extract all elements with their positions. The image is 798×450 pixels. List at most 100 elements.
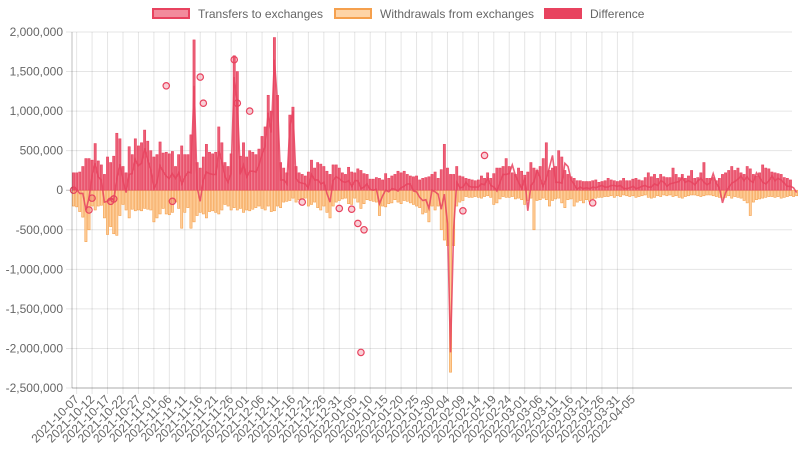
transfers-bar[interactable] (544, 142, 548, 191)
withdrawals-bar[interactable] (671, 189, 675, 197)
withdrawals-bar[interactable] (646, 189, 650, 198)
transfers-bar[interactable] (328, 174, 332, 191)
withdrawals-bar[interactable] (291, 189, 295, 199)
withdrawals-bar[interactable] (544, 189, 548, 201)
transfers-bar[interactable] (266, 94, 270, 191)
withdrawals-bar[interactable] (514, 189, 517, 200)
withdrawals-bar[interactable] (532, 189, 536, 231)
difference-point[interactable] (588, 199, 597, 207)
difference-point[interactable] (162, 81, 171, 90)
transfers-bar[interactable] (452, 174, 456, 191)
transfers-bar[interactable] (677, 177, 681, 191)
withdrawals-bar[interactable] (492, 189, 496, 205)
withdrawals-bar[interactable] (656, 189, 659, 197)
withdrawals-bar[interactable] (628, 189, 632, 197)
transfers-bar[interactable] (378, 178, 381, 191)
transfers-bar[interactable] (109, 162, 113, 191)
withdrawals-bar[interactable] (356, 189, 360, 203)
withdrawals-bar[interactable] (631, 189, 635, 197)
withdrawals-bar[interactable] (133, 189, 137, 212)
transfers-bar[interactable] (461, 176, 465, 191)
transfers-bar[interactable] (631, 178, 635, 191)
transfers-bar[interactable] (473, 180, 477, 191)
transfers-bar[interactable] (458, 175, 462, 191)
withdrawals-bar[interactable] (254, 189, 258, 208)
withdrawals-bar[interactable] (572, 189, 576, 207)
withdrawals-bar[interactable] (569, 189, 573, 200)
transfers-bar[interactable] (449, 174, 452, 191)
withdrawals-bar[interactable] (696, 189, 700, 197)
transfers-bar[interactable] (260, 136, 264, 191)
withdrawals-bar[interactable] (643, 189, 647, 196)
transfers-bar[interactable] (381, 179, 384, 191)
withdrawals-bar[interactable] (300, 189, 304, 200)
withdrawals-bar[interactable] (510, 189, 514, 197)
withdrawals-bar[interactable] (408, 189, 412, 204)
withdrawals-bar[interactable] (242, 189, 245, 213)
withdrawals-bar[interactable] (99, 189, 103, 206)
withdrawals-bar[interactable] (649, 189, 653, 199)
withdrawals-bar[interactable] (319, 189, 323, 211)
withdrawals-bar[interactable] (668, 189, 672, 196)
transfers-bar[interactable] (761, 164, 765, 191)
withdrawals-bar[interactable] (674, 189, 678, 197)
transfers-bar[interactable] (316, 162, 320, 191)
withdrawals-bar[interactable] (517, 189, 520, 199)
transfers-bar[interactable] (699, 172, 703, 191)
withdrawals-bar[interactable] (767, 189, 771, 197)
withdrawals-bar[interactable] (687, 189, 690, 197)
transfers-bar[interactable] (359, 170, 363, 191)
transfers-bar[interactable] (205, 144, 208, 191)
withdrawals-bar[interactable] (303, 189, 307, 199)
transfers-bar[interactable] (81, 166, 85, 191)
transfers-bar[interactable] (164, 151, 168, 191)
withdrawals-bar[interactable] (575, 189, 579, 203)
transfers-bar[interactable] (730, 166, 734, 191)
withdrawals-bar[interactable] (118, 189, 122, 216)
withdrawals-bar[interactable] (164, 189, 168, 215)
withdrawals-bar[interactable] (585, 189, 588, 201)
withdrawals-bar[interactable] (260, 189, 264, 209)
transfers-bar[interactable] (365, 174, 369, 191)
withdrawals-bar[interactable] (390, 189, 394, 204)
withdrawals-bar[interactable] (405, 189, 409, 202)
withdrawals-bar[interactable] (402, 189, 406, 201)
transfers-bar[interactable] (143, 129, 147, 191)
transfers-bar[interactable] (183, 154, 187, 191)
withdrawals-bar[interactable] (109, 189, 113, 227)
withdrawals-bar[interactable] (344, 189, 347, 199)
withdrawals-bar[interactable] (739, 189, 743, 199)
withdrawals-bar[interactable] (137, 189, 140, 211)
transfers-bar[interactable] (687, 175, 690, 191)
transfers-bar[interactable] (198, 167, 202, 191)
transfers-bar[interactable] (690, 170, 693, 191)
withdrawals-bar[interactable] (705, 189, 709, 196)
transfers-bar[interactable] (683, 178, 687, 191)
difference-point[interactable] (88, 194, 96, 202)
transfers-bar[interactable] (427, 176, 431, 191)
transfers-bar[interactable] (785, 178, 789, 191)
transfers-bar[interactable] (594, 179, 598, 191)
withdrawals-bar[interactable] (340, 189, 344, 200)
withdrawals-bar[interactable] (751, 189, 755, 203)
withdrawals-bar[interactable] (582, 189, 585, 204)
difference-point[interactable] (298, 198, 307, 206)
withdrawals-bar[interactable] (764, 189, 768, 198)
difference-point[interactable] (168, 197, 177, 206)
withdrawals-bar[interactable] (393, 189, 397, 201)
withdrawals-bar[interactable] (347, 189, 350, 204)
transfers-bar[interactable] (208, 151, 211, 191)
transfers-bar[interactable] (739, 172, 743, 191)
withdrawals-bar[interactable] (603, 189, 607, 197)
transfers-bar[interactable] (696, 177, 700, 191)
withdrawals-bar[interactable] (758, 189, 761, 200)
transfers-bar[interactable] (588, 181, 592, 191)
difference-point[interactable] (354, 219, 362, 228)
difference-point[interactable] (357, 348, 365, 357)
withdrawals-bar[interactable] (313, 189, 316, 203)
withdrawals-bar[interactable] (634, 189, 638, 198)
withdrawals-bar[interactable] (742, 189, 746, 201)
withdrawals-bar[interactable] (622, 189, 626, 196)
transfers-bar[interactable] (146, 140, 150, 191)
withdrawals-bar[interactable] (235, 189, 239, 211)
